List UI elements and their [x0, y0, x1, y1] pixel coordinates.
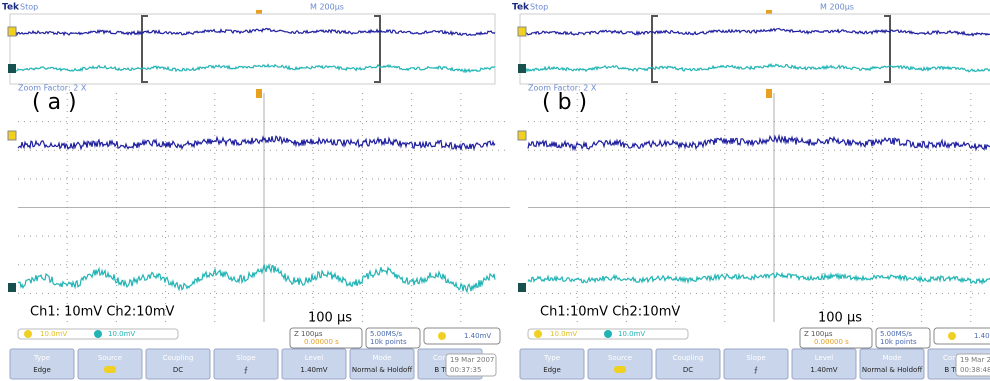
- button-label: Coupling: [163, 354, 194, 362]
- ch2-marker: [518, 283, 526, 292]
- status: Stop: [530, 3, 548, 12]
- button-label: Level: [305, 354, 324, 362]
- source-badge: [614, 366, 626, 373]
- button-label: Source: [98, 354, 122, 362]
- button-value: 1.40mV: [300, 366, 327, 374]
- trigger-level: 1.40mV: [464, 332, 491, 340]
- panel-label: ( b ): [542, 90, 587, 115]
- ch2-scale: 10.0mV: [618, 330, 645, 338]
- ch2-marker: [8, 283, 16, 292]
- button-label: Slope: [746, 354, 765, 362]
- ch1-trace: [528, 136, 990, 150]
- trigger-marker: [766, 89, 772, 98]
- overview-frame: [10, 14, 495, 84]
- button-value: ⨍: [754, 366, 758, 374]
- ch1-marker: [518, 27, 526, 36]
- button-value: DC: [683, 366, 693, 374]
- button-value: Edge: [543, 366, 561, 374]
- trigger-marker: [256, 89, 262, 98]
- trigger-badge: [948, 332, 956, 340]
- time-scale: 100 µs: [818, 311, 862, 326]
- ch1-badge: [24, 330, 32, 338]
- ch2-trace: [528, 273, 990, 283]
- time-scale: 100 µs: [308, 311, 352, 326]
- ch1-marker: [8, 131, 16, 140]
- button-value: Normal & Holdoff: [862, 366, 922, 374]
- ch2-badge: [94, 330, 102, 338]
- screen: TekStopM 200µsZoom Factor: 2 X( a )Ch1: …: [0, 0, 990, 381]
- button-label: Slope: [236, 354, 255, 362]
- ch2-trace: [18, 265, 495, 292]
- ch1-scale: 10.0mV: [40, 330, 67, 338]
- date: 19 Mar 2007: [960, 356, 990, 364]
- timebase: M 200µs: [820, 3, 854, 12]
- button-label: Type: [543, 354, 560, 362]
- button-label: Mode: [372, 354, 391, 362]
- trigger-badge: [438, 332, 446, 340]
- ch2-scale: 10.0mV: [108, 330, 135, 338]
- source-badge: [104, 366, 116, 373]
- zoom-time: Z 100µs: [804, 330, 833, 338]
- record-length: 10k points: [370, 338, 407, 346]
- clock: 00:37:35: [450, 366, 481, 374]
- ch2-badge: [604, 330, 612, 338]
- channel-scales: Ch1: 10mV Ch2:10mV: [30, 305, 175, 320]
- timebase: M 200µs: [310, 3, 344, 12]
- button-label: Level: [815, 354, 834, 362]
- clock: 00:38:48: [960, 366, 990, 374]
- brand: Tek: [512, 3, 530, 13]
- overview-frame: [520, 14, 990, 84]
- brand: Tek: [2, 3, 20, 13]
- position: 0.00000 s: [304, 338, 339, 346]
- button-value: DC: [173, 366, 183, 374]
- button-value: 1.40mV: [810, 366, 837, 374]
- ch1-marker: [518, 131, 526, 140]
- panel-label: ( a ): [32, 90, 77, 115]
- sample-rate: 5.00MS/s: [370, 330, 402, 338]
- trigger-level: 1.40mV: [974, 332, 990, 340]
- button-value: ⨍: [244, 366, 248, 374]
- zoom-time: Z 100µs: [294, 330, 323, 338]
- ch2-marker: [518, 64, 526, 73]
- ch1-trace: [18, 136, 495, 150]
- button-label: Mode: [882, 354, 901, 362]
- ch1-badge: [534, 330, 542, 338]
- record-length: 10k points: [880, 338, 917, 346]
- button-label: Type: [33, 354, 50, 362]
- button-value: Edge: [33, 366, 51, 374]
- channel-scales: Ch1:10mV Ch2:10mV: [540, 305, 680, 320]
- button-value: Normal & Holdoff: [352, 366, 412, 374]
- status: Stop: [20, 3, 38, 12]
- button-label: Coupling: [673, 354, 704, 362]
- sample-rate: 5.00MS/s: [880, 330, 912, 338]
- ch2-marker: [8, 64, 16, 73]
- position: 0.00000 s: [814, 338, 849, 346]
- button-label: Source: [608, 354, 632, 362]
- ch1-marker: [8, 27, 16, 36]
- date: 19 Mar 2007: [450, 356, 494, 364]
- ch1-scale: 10.0mV: [550, 330, 577, 338]
